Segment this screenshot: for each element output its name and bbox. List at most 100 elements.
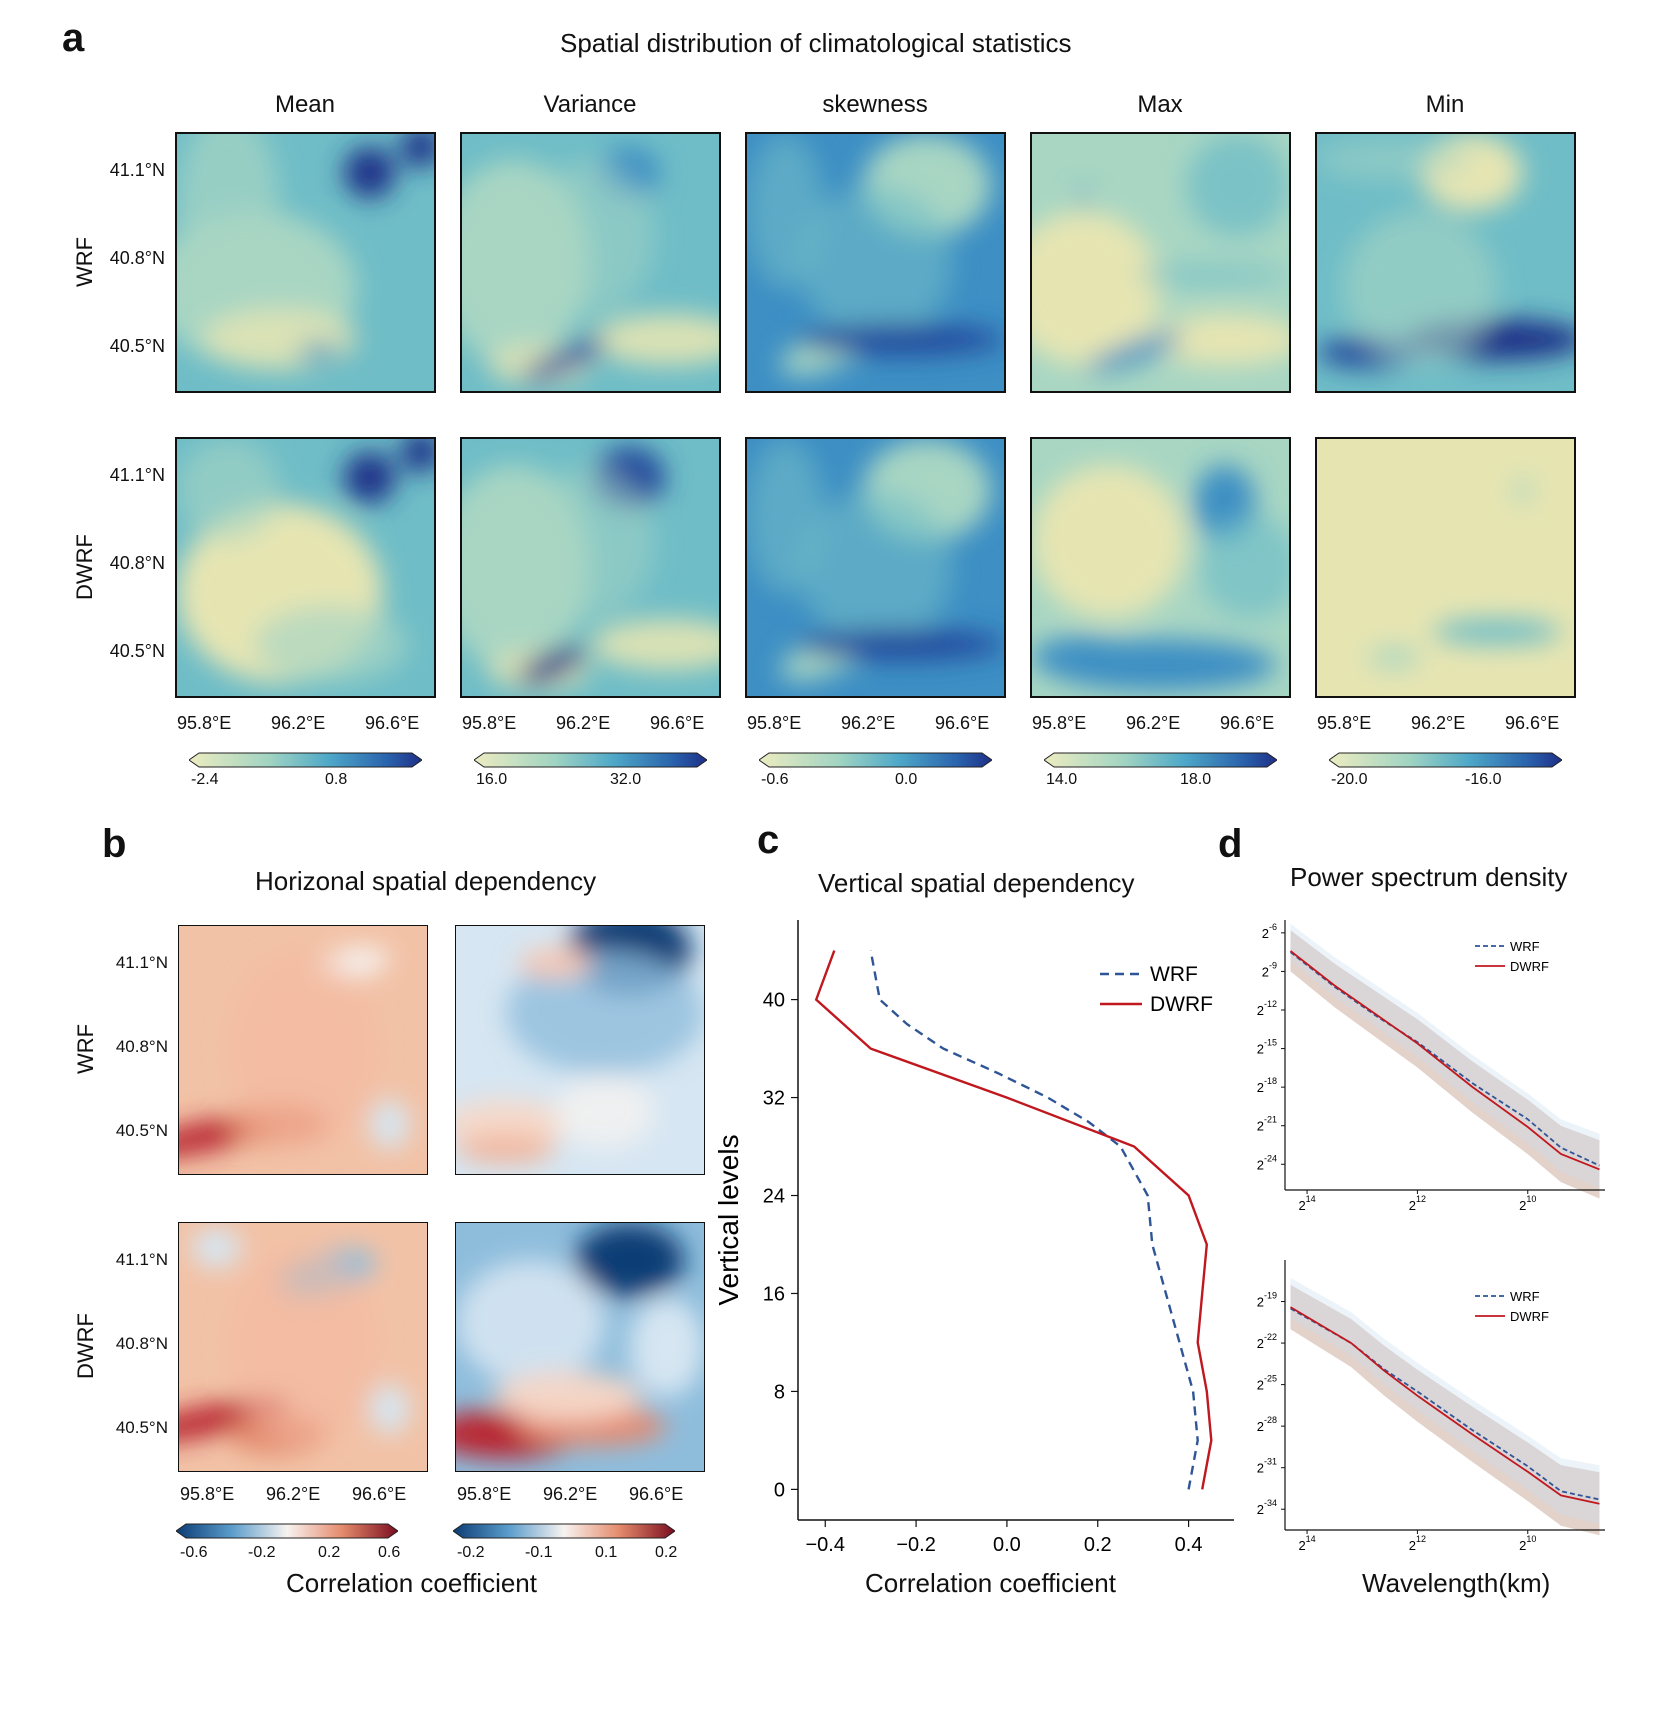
panel-c-title: Vertical spatial dependency [818, 868, 1135, 898]
panel-a-colorbar [1043, 752, 1278, 768]
panel-a-map-dwrf-mean [175, 437, 436, 698]
panel-a-lon-tick: 96.2°E [1126, 713, 1181, 733]
x-tick-label: 0.2 [1084, 1534, 1112, 1556]
panel-a-letter: a [62, 16, 85, 60]
panel-b-lon-tick: 96.6°E [352, 1484, 407, 1504]
panel-a-lon-tick: 96.2°E [271, 713, 326, 733]
panel-a-map-dwrf-max [1030, 437, 1291, 698]
y-tick-label: 40 [763, 990, 785, 1012]
psd-series-dwrf [1289, 950, 1600, 1171]
panel-a-column-title: Min [1425, 91, 1465, 118]
panel-a-map-wrf-variance [460, 132, 721, 393]
panel-a-lon-tick: 96.6°E [935, 713, 990, 733]
legend-label-wrf: WRF [1150, 963, 1198, 986]
panel-d-xlabel: Wavelength(km) [1362, 1568, 1551, 1598]
panel-a-lon-tick: 96.6°E [1505, 713, 1560, 733]
panel-b-xlabel: Correlation coefficient [286, 1568, 537, 1598]
panel-b-map-wrf-1 [178, 925, 428, 1175]
psd-series-dwrf [1290, 1306, 1600, 1505]
psd-y-tick-label: 2-25 [1257, 1374, 1277, 1393]
panel-b-lon-tick: 96.2°E [543, 1484, 598, 1504]
panel-a-lon-tick: 95.8°E [747, 713, 802, 733]
panel-b-colorbar-tick: -0.2 [457, 1544, 485, 1561]
y-tick-label: 32 [763, 1088, 785, 1110]
psd-y-tick-label: 2-28 [1257, 1415, 1277, 1434]
y-tick-label: 16 [763, 1283, 785, 1305]
panel-a-lon-tick: 95.8°E [462, 713, 517, 733]
panel-a-colorbar-low: 16.0 [476, 771, 508, 788]
panel-a-map-dwrf-min [1315, 437, 1576, 698]
psd-series-wrf [1289, 951, 1600, 1167]
panel-a-map-wrf-min [1315, 132, 1576, 393]
panel-a-column-title: Mean [274, 91, 336, 118]
panel-a-title: Spatial distribution of climatological s… [560, 28, 1072, 58]
panel-b-title: Horizonal spatial dependency [255, 866, 597, 896]
x-tick-label: −0.4 [806, 1534, 845, 1556]
panel-a-colorbar-high: 0.0 [895, 771, 918, 788]
psd-y-tick-label: 2-6 [1262, 922, 1277, 941]
panel-b-lat-tick: 40.8°N [115, 1037, 168, 1056]
panel-a-colorbar-high: 18.0 [1180, 771, 1212, 788]
psd-y-tick-label: 2-9 [1262, 960, 1277, 979]
panel-b-colorbar-tick: 0.6 [378, 1544, 401, 1561]
panel-b-map-dwrf-1 [178, 1222, 428, 1472]
panel-a-lon-tick: 96.2°E [556, 713, 611, 733]
series-line-wrf [869, 950, 1199, 1490]
series-line-dwrf [814, 950, 1213, 1490]
x-tick-label: 0.0 [993, 1534, 1021, 1556]
panel-a-map-wrf-mean [175, 132, 436, 393]
psd-y-tick-label: 2-21 [1257, 1115, 1277, 1134]
panel-a-lon-tick: 96.6°E [365, 713, 420, 733]
panel-b-lat-tick: 41.1°N [115, 953, 168, 972]
psd-chart-dwrf: 2-19 2-22 2-25 2-28 2-31 2-34 214 212 210 WRF DWRF [1257, 1260, 1605, 1553]
psd-legend-label-wrf: WRF [1510, 1289, 1540, 1304]
psd-uncertainty-band-wrf [1290, 1278, 1600, 1525]
panel-a-lon-tick: 96.6°E [650, 713, 705, 733]
psd-x-tick-label: 210 [1519, 1194, 1536, 1213]
panel-b-letter: b [102, 822, 127, 866]
panel-a-column-title: Variance [543, 91, 637, 118]
psd-legend-label-dwrf: DWRF [1510, 959, 1549, 974]
psd-y-tick-label: 2-22 [1257, 1332, 1277, 1351]
y-tick-label: 0 [774, 1479, 785, 1501]
panel-b-colorbar-tick: 0.2 [318, 1544, 341, 1561]
panel-a-colorbar-high: -16.0 [1465, 771, 1502, 788]
panel-a-column-title: skewness [822, 91, 928, 118]
panel-c-xlabel: Correlation coefficient [865, 1568, 1116, 1598]
psd-legend-label-dwrf: DWRF [1510, 1309, 1549, 1324]
panel-a-lon-tick: 96.2°E [1411, 713, 1466, 733]
panel-a-lat-tick: 41.1°N [109, 465, 165, 485]
psd-x-tick-label: 212 [1409, 1534, 1426, 1553]
panel-a-colorbar-high: 32.0 [610, 771, 642, 788]
panel-b-lat-tick: 40.5°N [115, 1418, 168, 1437]
panel-b-colorbar-tick: -0.2 [248, 1544, 276, 1561]
panel-a-lat-tick: 40.8°N [109, 248, 165, 268]
panel-b-colorbar [175, 1523, 399, 1539]
psd-legend-label-wrf: WRF [1510, 939, 1540, 954]
panel-a-colorbar-low: 14.0 [1046, 771, 1078, 788]
panel-a-lon-tick: 96.2°E [841, 713, 896, 733]
psd-y-tick-label: 2-34 [1257, 1498, 1277, 1517]
x-tick-label: 0.4 [1175, 1534, 1203, 1556]
panel-a-map-wrf-max [1030, 132, 1291, 393]
panel-b-lon-tick: 96.6°E [629, 1484, 684, 1504]
panel-a-lat-tick: 40.5°N [109, 336, 165, 356]
psd-y-tick-label: 2-18 [1257, 1076, 1277, 1095]
x-tick-label: −0.2 [896, 1534, 935, 1556]
psd-y-tick-label: 2-19 [1257, 1291, 1277, 1310]
y-tick-label: 24 [763, 1186, 785, 1208]
psd-x-tick-label: 210 [1519, 1534, 1536, 1553]
panel-c-letter: c [757, 818, 780, 862]
panel-a-colorbar [1328, 752, 1563, 768]
panel-b-lon-tick: 95.8°E [457, 1484, 512, 1504]
panel-d-title: Power spectrum density [1290, 862, 1568, 892]
panel-b-lon-tick: 95.8°E [180, 1484, 235, 1504]
psd-y-tick-label: 2-12 [1257, 999, 1277, 1018]
legend-label-dwrf: DWRF [1150, 993, 1213, 1016]
psd-y-tick-label: 2-15 [1257, 1038, 1277, 1057]
psd-x-tick-label: 214 [1298, 1534, 1315, 1553]
panel-a-map-wrf-skewness [745, 132, 1006, 393]
panel-b-map-wrf-2 [455, 925, 705, 1175]
panel-a-lat-tick: 40.5°N [109, 641, 165, 661]
panel-a-colorbar-low: -2.4 [191, 771, 219, 788]
